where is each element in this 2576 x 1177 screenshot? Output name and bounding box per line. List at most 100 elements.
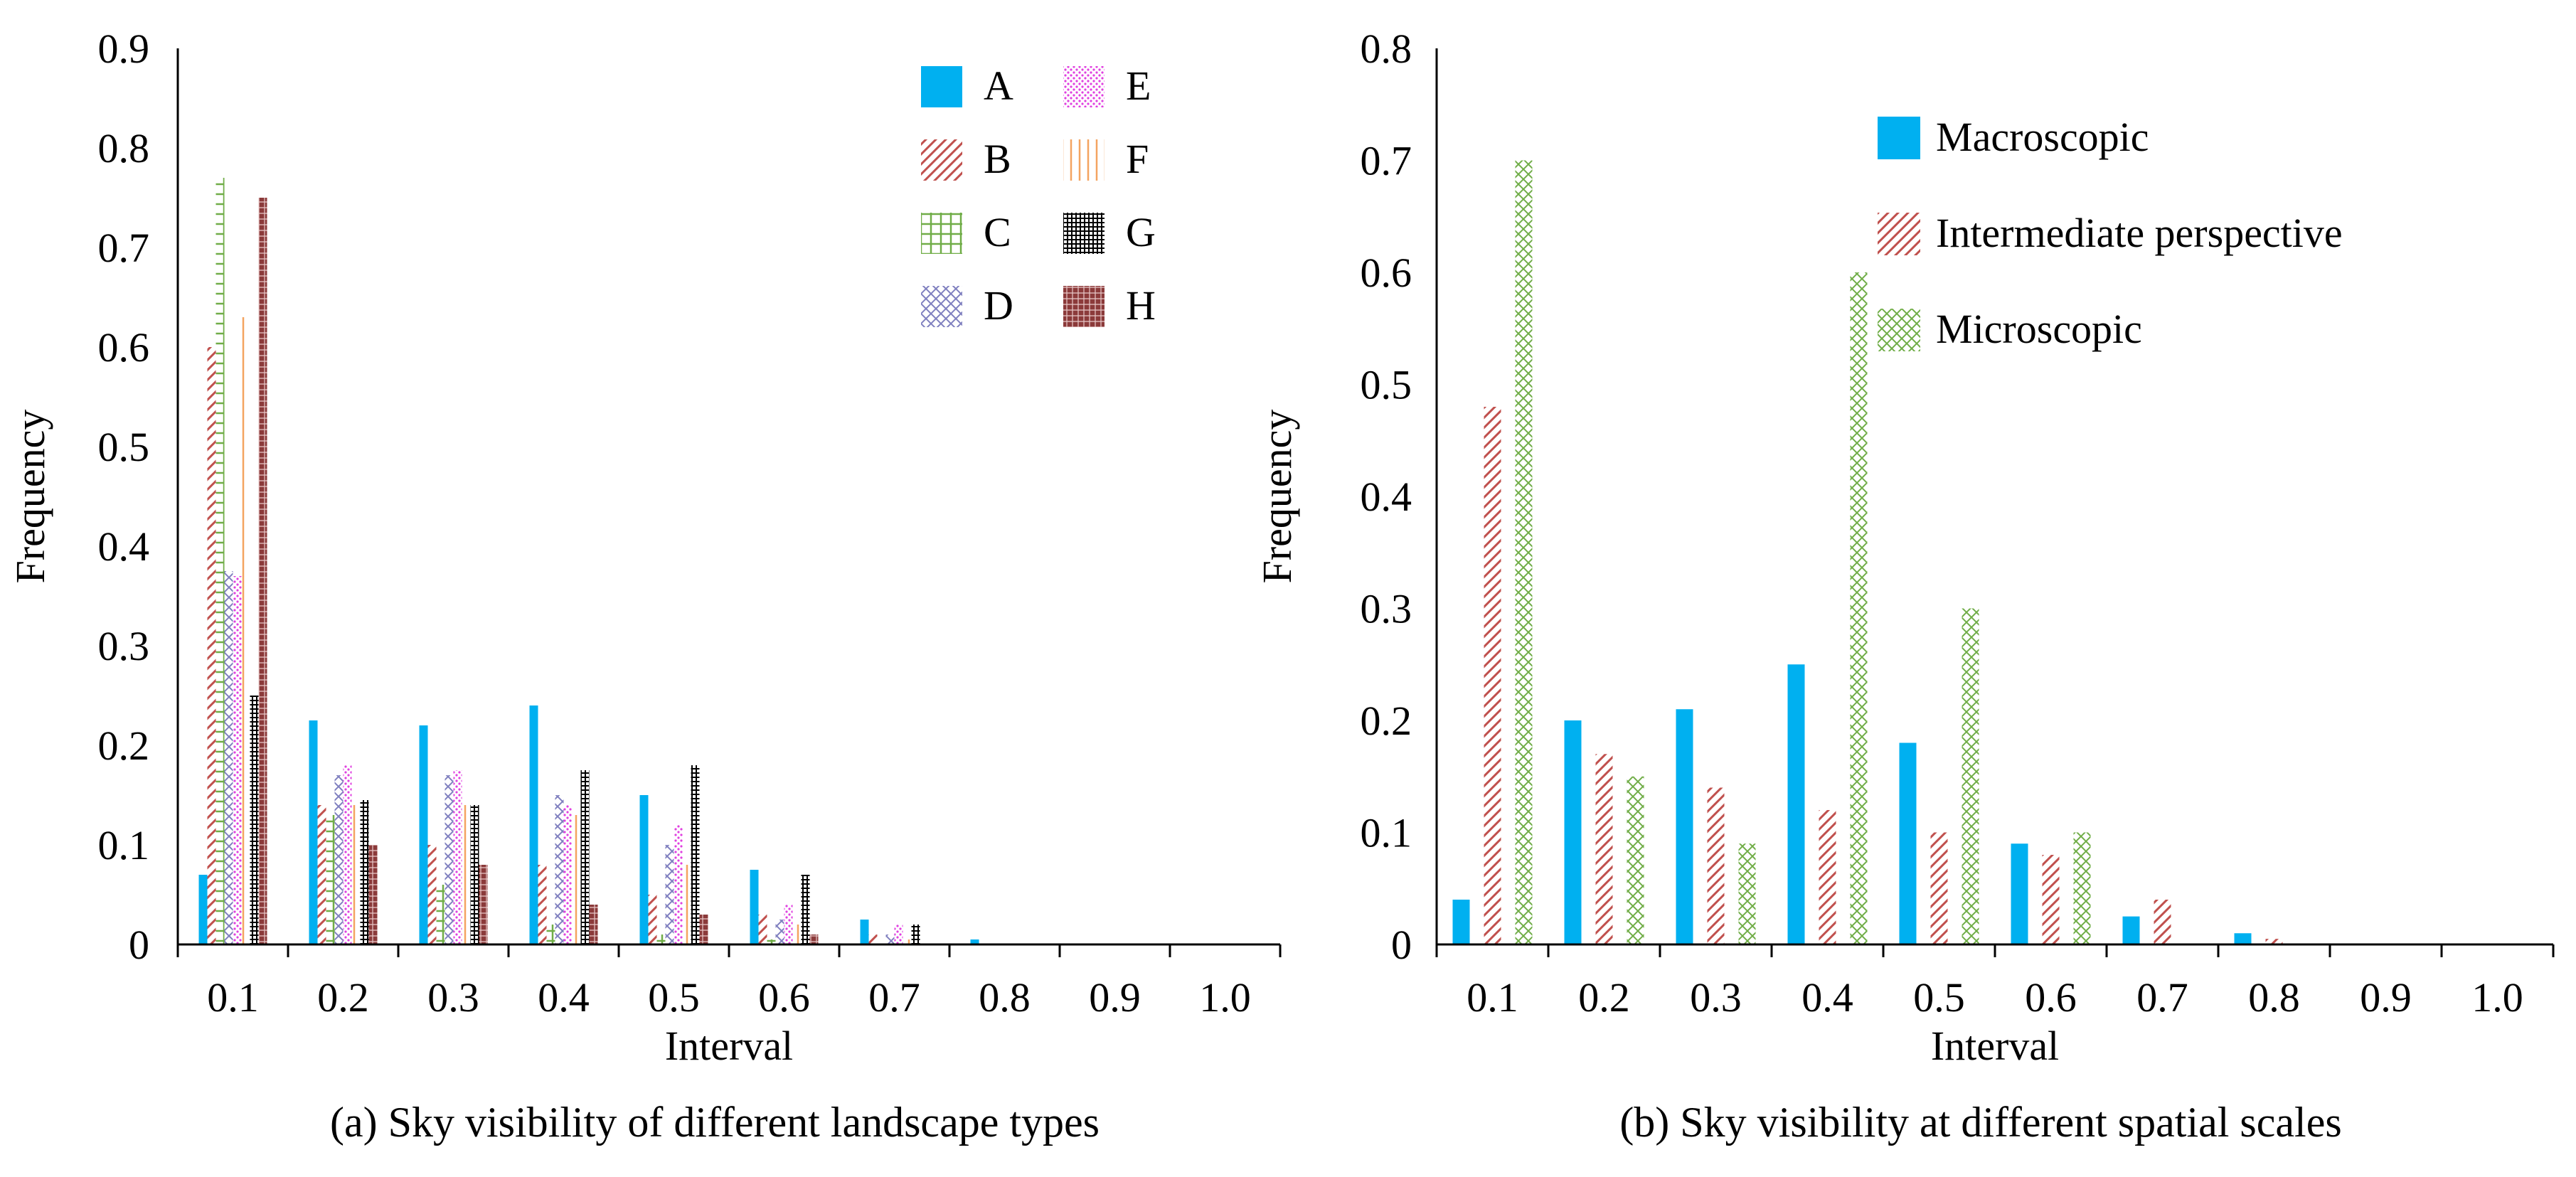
bar-d-0.7	[885, 934, 895, 944]
legend-label-d: D	[984, 282, 1013, 329]
bar-g-0.3	[470, 805, 479, 944]
bar-g-0.6	[801, 875, 810, 944]
x-tick-label: 0.2	[1578, 974, 1630, 1021]
bar-g-0.1	[250, 696, 259, 944]
legend-label-macroscopic: Macroscopic	[1936, 114, 2149, 160]
bar-microscopic-0.2	[1627, 776, 1644, 944]
bar-f-0.6	[792, 925, 802, 944]
y-tick-label: 0.5	[98, 424, 150, 470]
legend-label-intermediate-perspective: Intermediate perspective	[1936, 210, 2343, 256]
bar-microscopic-0.3	[1738, 843, 1756, 944]
y-tick-label: 0	[1391, 922, 1412, 968]
y-tick-label: 0.1	[98, 822, 150, 868]
x-ticks-b	[1435, 944, 2555, 957]
y-tick-label: 0	[129, 922, 149, 968]
x-tick-label: 1.0	[1199, 974, 1251, 1021]
x-tick-label: 0.6	[758, 974, 810, 1021]
bar-h-0.6	[809, 934, 819, 944]
bar-h-0.5	[699, 915, 708, 944]
y-tick-label: 0.6	[98, 324, 150, 371]
bar-a-0.8	[970, 939, 979, 944]
bar-f-0.7	[903, 939, 912, 944]
x-tick-label: 0.3	[427, 974, 479, 1021]
bar-e-0.1	[233, 576, 242, 944]
x-tick-label: 0.3	[1690, 974, 1742, 1021]
y-tick-label: 0.4	[1361, 474, 1412, 520]
legend-swatch-a	[921, 66, 962, 107]
y-tick-label: 0.8	[1361, 26, 1412, 72]
legend-swatch-d	[921, 286, 962, 327]
bar-a-0.4	[529, 705, 538, 944]
x-tick-label: 0.6	[2025, 974, 2077, 1021]
bar-macroscopic-0.3	[1676, 709, 1693, 944]
bar-b-0.4	[538, 865, 547, 944]
bar-b-0.6	[758, 915, 767, 944]
bar-d-0.4	[555, 795, 564, 944]
y-tick-label: 0.3	[98, 623, 150, 669]
bar-intermediate-perspective-0.3	[1707, 787, 1725, 944]
bar-intermediate-perspective-0.4	[1819, 810, 1836, 944]
bar-c-0.6	[767, 939, 776, 944]
bar-e-0.3	[453, 770, 462, 944]
bar-microscopic-0.6	[2073, 832, 2091, 944]
bar-e-0.2	[343, 765, 352, 944]
legend-swatch-b	[921, 139, 962, 181]
legend-swatch-c	[921, 213, 962, 254]
x-tick-label: 0.5	[648, 974, 700, 1021]
bar-h-0.3	[479, 865, 488, 944]
bar-intermediate-perspective-0.7	[2154, 900, 2171, 944]
x-tick-labels-b: 0.1 0.2 0.3 0.4 0.5 0.6 0.7 0.8 0.9 1.0	[1467, 974, 2523, 1021]
bar-g-0.5	[691, 765, 700, 944]
x-tick-labels-a: 0.1 0.2 0.3 0.4 0.5 0.6 0.7 0.8 0.9 1.0	[207, 974, 1251, 1021]
bar-g-0.7	[911, 925, 920, 944]
bar-a-0.2	[309, 720, 318, 944]
legend-swatch-e	[1063, 66, 1105, 107]
bar-a-0.7	[860, 920, 869, 944]
bar-g-0.2	[360, 800, 369, 944]
bar-c-0.5	[656, 934, 666, 944]
bar-macroscopic-0.4	[1787, 664, 1805, 944]
bar-f-0.3	[462, 805, 471, 944]
chart-panel-a: 00.10.20.30.40.50.60.70.80.9 0.1 0.2 0.3 0.…	[7, 26, 1282, 1146]
bar-f-0.5	[682, 865, 691, 944]
x-tick-label: 0.4	[1801, 974, 1853, 1021]
bar-e-0.5	[674, 825, 683, 944]
y-tick-labels-a: 0 0.1 0.2 0.3 0.4 0.5 0.6 0.7 0.8 0.9	[98, 26, 150, 968]
legend-swatch-f	[1063, 139, 1105, 181]
bar-c-0.4	[546, 925, 555, 944]
legend-label-a: A	[984, 63, 1013, 109]
x-ticks-a	[176, 944, 1282, 957]
legend-label-h: H	[1126, 282, 1156, 329]
bars-b	[1452, 160, 2283, 944]
bar-c-0.1	[215, 178, 225, 944]
x-tick-label: 0.8	[979, 974, 1031, 1021]
bar-d-0.5	[665, 845, 674, 944]
bar-intermediate-perspective-0.8	[2265, 939, 2283, 944]
legend-b: Macroscopic Intermediate perspective Micro…	[1878, 114, 2343, 352]
bar-h-0.2	[368, 845, 378, 944]
bar-e-0.7	[894, 925, 903, 944]
x-tick-label: 0.7	[868, 974, 920, 1021]
bar-h-0.1	[258, 198, 267, 944]
x-tick-label: 0.1	[1467, 974, 1518, 1021]
bar-a-0.5	[639, 795, 649, 944]
x-tick-label: 0.7	[2136, 974, 2188, 1021]
y-tick-label: 0.7	[98, 225, 150, 271]
legend-label-c: C	[984, 209, 1011, 255]
bar-b-0.7	[868, 934, 878, 944]
bar-macroscopic-0.5	[1899, 742, 1917, 944]
legend-swatch-macroscopic	[1878, 117, 1920, 159]
y-tick-label: 0.5	[1361, 362, 1412, 408]
bar-macroscopic-0.1	[1452, 900, 1470, 944]
x-tick-label: 0.9	[1089, 974, 1141, 1021]
bar-microscopic-0.4	[1850, 272, 1868, 944]
legend-label-microscopic: Microscopic	[1936, 306, 2142, 352]
y-axis-label-a: Frequency	[7, 410, 53, 584]
legend-swatch-microscopic	[1878, 309, 1920, 351]
bar-microscopic-0.5	[1962, 608, 1979, 944]
caption-b: (b) Sky visibility at different spatial …	[1619, 1099, 2341, 1146]
x-tick-label: 1.0	[2471, 974, 2523, 1021]
bar-c-0.3	[436, 885, 445, 944]
bar-b-0.2	[317, 805, 326, 944]
